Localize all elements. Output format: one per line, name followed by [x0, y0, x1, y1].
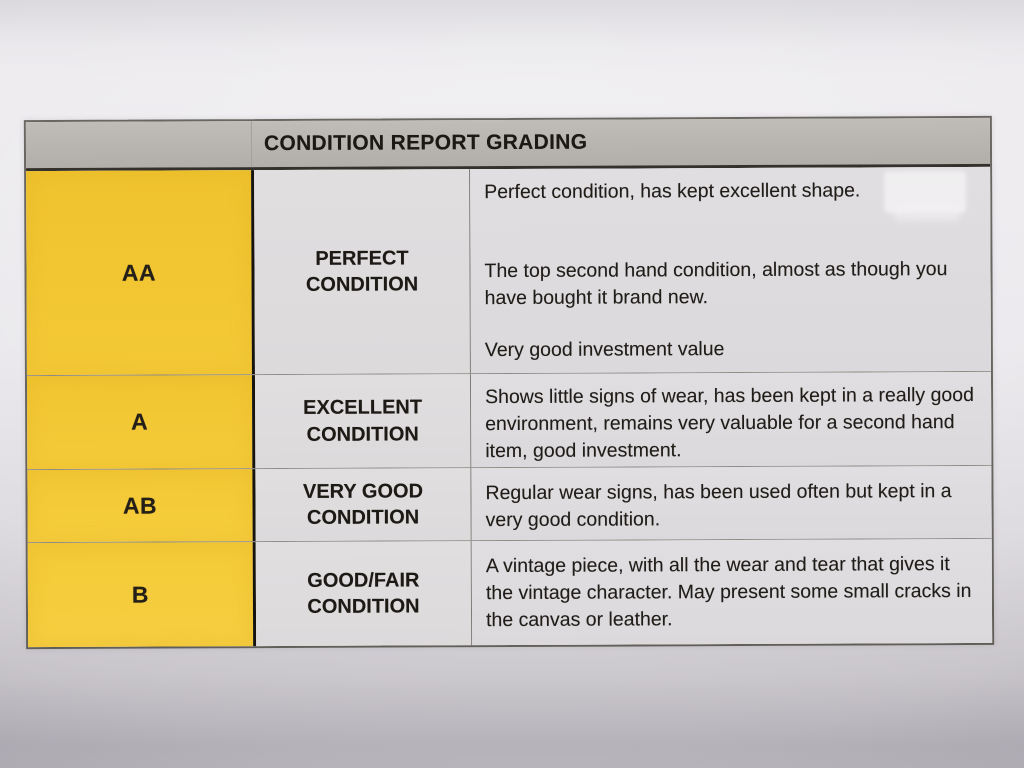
condition-cell: EXCELLENT CONDITION [254, 374, 472, 469]
grade-label: B [131, 581, 150, 608]
condition-label: GOOD/FAIR CONDITION [307, 569, 420, 618]
header-spacer-cell [25, 121, 253, 169]
condition-cell: PERFECT CONDITION [254, 169, 471, 375]
description-paragraph: Very good investment value [484, 337, 725, 361]
table-header-row: CONDITION REPORT GRADING [25, 117, 991, 172]
header-title-cell: CONDITION REPORT GRADING [252, 118, 990, 167]
condition-cell: GOOD/FAIR CONDITION [255, 541, 473, 647]
whiteout-correction-mark [894, 203, 961, 222]
description-cell: A vintage piece, with all the wear and t… [471, 538, 993, 646]
grade-cell: B [27, 542, 257, 648]
table-row-a: A EXCELLENT CONDITION Shows little signs… [26, 370, 992, 470]
description-cell: Shows little signs of wear, has been kep… [470, 371, 992, 468]
table-row-aa: AA PERFECT CONDITION Perfect condition, … [26, 166, 991, 376]
grade-label: AB [122, 492, 158, 519]
grade-cell: AB [27, 469, 256, 543]
table-row-ab: AB VERY GOOD CONDITION Regular wear sign… [27, 464, 992, 543]
description-cell: Perfect condition, has kept excellent sh… [470, 166, 991, 374]
grade-label: AA [121, 259, 157, 286]
grade-cell: AA [26, 170, 255, 376]
condition-label: PERFECT CONDITION [305, 247, 419, 296]
table-title: CONDITION REPORT GRADING [263, 130, 588, 156]
description-cell: Regular wear signs, has been used often … [471, 465, 992, 541]
description-paragraph: Regular wear signs, has been used often … [485, 480, 952, 532]
grade-cell: A [26, 375, 256, 470]
condition-label: VERY GOOD CONDITION [302, 479, 424, 529]
grade-label: A [131, 408, 149, 435]
condition-cell: VERY GOOD CONDITION [255, 468, 472, 542]
description-paragraph: The top second hand condition, almost as… [484, 257, 948, 309]
grading-table: CONDITION REPORT GRADING AA PERFECT COND… [23, 115, 995, 650]
table-row-b: B GOOD/FAIR CONDITION A vintage piece, w… [27, 537, 993, 648]
description-paragraph: A vintage piece, with all the wear and t… [485, 553, 972, 631]
description-paragraph: Shows little signs of wear, has been kep… [485, 383, 974, 462]
condition-label: EXCELLENT CONDITION [303, 396, 423, 446]
